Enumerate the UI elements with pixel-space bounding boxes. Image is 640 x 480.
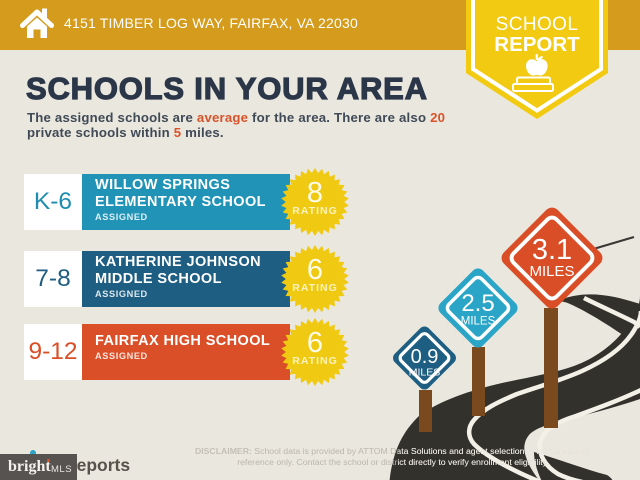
svg-text:2.5: 2.5 xyxy=(461,290,494,317)
svg-text:3.1: 3.1 xyxy=(532,234,572,266)
svg-text:MILES: MILES xyxy=(461,316,496,328)
svg-text:MILES: MILES xyxy=(409,367,441,379)
svg-text:SCHOOL: SCHOOL xyxy=(496,14,579,35)
svg-text:REPORT: REPORT xyxy=(494,33,580,56)
svg-text:MILES: MILES xyxy=(529,263,574,280)
svg-text:0.9: 0.9 xyxy=(411,346,439,368)
